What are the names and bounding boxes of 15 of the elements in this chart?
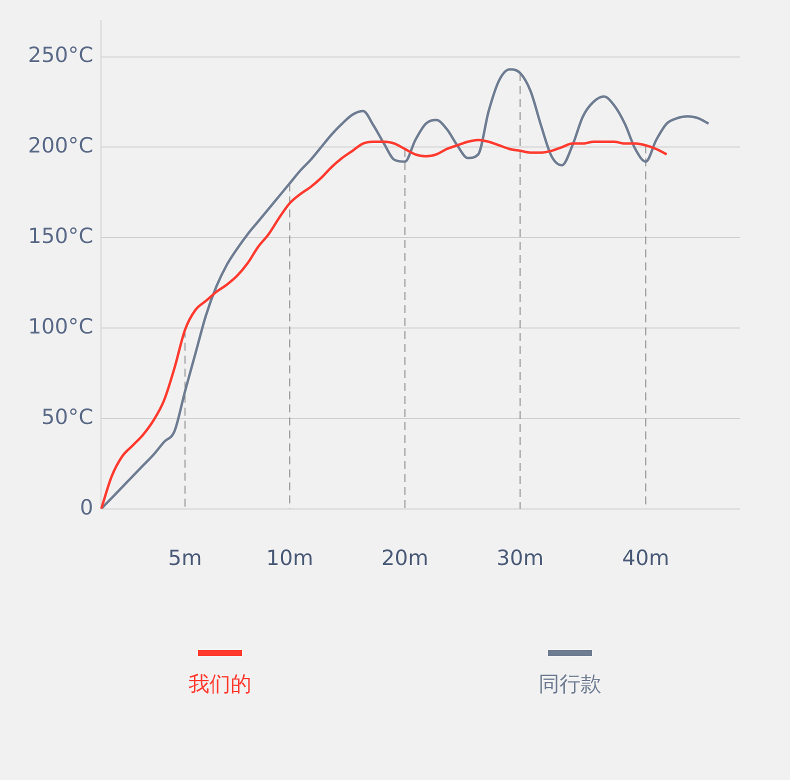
y-tick-label: 250°C (28, 43, 94, 68)
x-tick-label: 30m (496, 546, 544, 570)
x-tick-label: 10m (266, 546, 314, 570)
y-tick-label: 0 (80, 495, 94, 520)
legend-label: 同行款 (538, 671, 602, 698)
legend-label: 我们的 (188, 671, 252, 698)
line-series (100, 68, 710, 509)
y-tick-label: 150°C (28, 224, 94, 248)
x-tick-label: 40m (622, 546, 670, 570)
x-tick-label: 20m (381, 546, 429, 570)
y-tick-label: 50°C (41, 404, 94, 429)
x-tick-label: 5m (168, 546, 202, 570)
y-tick-label: 200°C (28, 134, 94, 158)
y-tick-label: 100°C (28, 314, 94, 338)
line-series (100, 138, 668, 509)
